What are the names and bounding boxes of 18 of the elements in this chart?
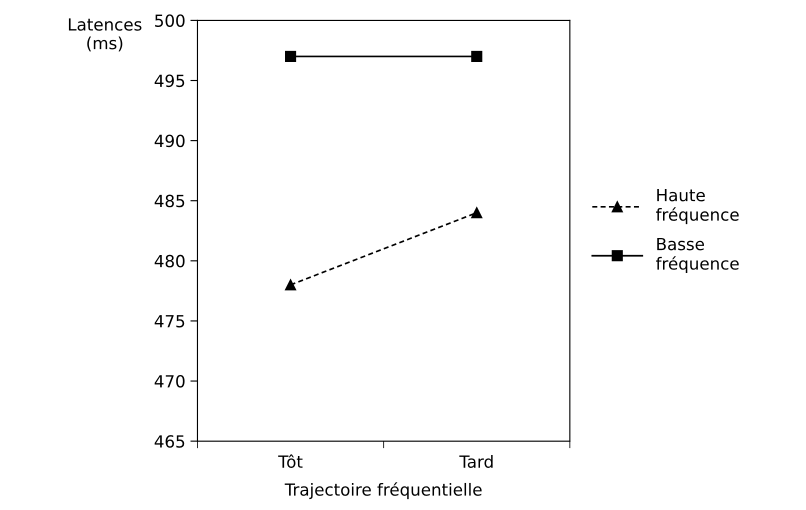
y-tick-label: 480 — [154, 254, 185, 268]
y-tick-label: 465 — [154, 435, 184, 448]
y-tick-label: 495 — [154, 74, 184, 88]
x-axis-title: Trajectoire fréquentielle — [284, 482, 482, 500]
legend-label: Basse fréquence — [656, 238, 739, 274]
legend-label: Haute fréquence — [656, 189, 739, 224]
y-tick-label: 485 — [154, 194, 184, 208]
point — [471, 207, 482, 218]
y-tick-label: 470 — [154, 375, 185, 388]
y-tick-label: 500 — [155, 14, 185, 27]
y-tick-label: 490 — [154, 134, 185, 148]
y-axis-title: Latences (ms) — [68, 18, 142, 52]
x-tick-label: Tôt — [278, 454, 303, 468]
x-tick-label: Tard — [459, 455, 493, 468]
point — [471, 50, 482, 62]
y-tick-label: 475 — [154, 315, 184, 328]
point — [285, 50, 296, 62]
point — [285, 279, 296, 290]
